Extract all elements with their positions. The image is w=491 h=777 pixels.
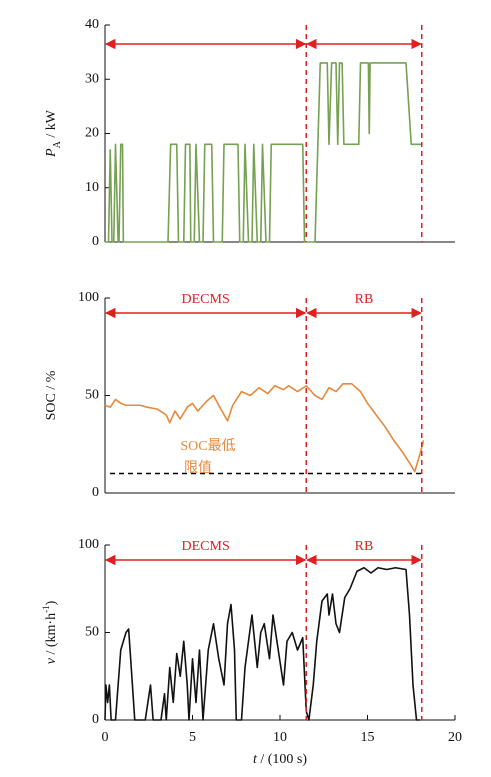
axis-label: v / (km·h-1): [41, 600, 59, 664]
y-tick-label: 50: [85, 388, 99, 403]
axis-label: SOC / %: [44, 370, 59, 420]
y-tick-label: 0: [92, 234, 99, 249]
y-tick-label: 30: [85, 71, 99, 86]
axis-label-part: A: [52, 140, 63, 148]
axis-label: t / (100 s): [253, 752, 307, 767]
x-tick-label: 5: [189, 730, 196, 745]
axis-label-part: -1: [41, 605, 51, 613]
y-tick-label: 10: [85, 180, 99, 195]
data-line: [104, 566, 420, 721]
axis-label-part: v: [44, 657, 59, 664]
annotation: SOC最低: [180, 438, 235, 454]
y-tick-label: 100: [78, 290, 99, 305]
axis-label-part: P: [44, 148, 59, 158]
region-label: DECMS: [182, 292, 230, 307]
y-tick-label: 20: [85, 126, 99, 141]
axis-label-part: / (km·h: [44, 613, 59, 658]
annotation: 限值: [184, 460, 212, 476]
x-tick-label: 20: [448, 730, 462, 745]
y-tick-label: 100: [78, 537, 99, 552]
axis-label-part: t: [253, 752, 258, 767]
region-label: DECMS: [182, 539, 230, 554]
y-tick-label: 40: [85, 17, 99, 32]
y-tick-label: 0: [92, 712, 99, 727]
axis-label-part: / (100 s): [257, 752, 308, 767]
y-tick-label: 50: [85, 625, 99, 640]
x-tick-label: 0: [102, 730, 109, 745]
y-tick-label: 0: [92, 485, 99, 500]
data-line: [105, 62, 422, 243]
data-line: [104, 383, 425, 473]
x-tick-label: 15: [361, 730, 375, 745]
axis-label-part: SOC / %: [44, 370, 59, 420]
x-tick-label: 10: [273, 730, 287, 745]
region-label: RB: [355, 539, 374, 554]
axis-label-part: / kW: [44, 109, 59, 141]
axis-label-part: ): [44, 600, 59, 605]
axis-label: PA / kW: [44, 109, 63, 158]
region-label: RB: [355, 292, 374, 307]
